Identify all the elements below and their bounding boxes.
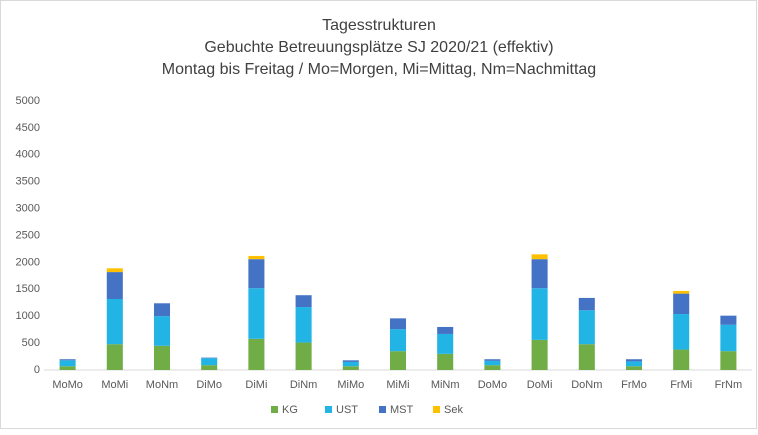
bar-segment <box>625 359 643 362</box>
bar-segment <box>389 329 407 352</box>
legend-label: MST <box>390 404 414 416</box>
bar-segment <box>153 316 171 346</box>
x-tick-label: MiMo <box>337 379 364 391</box>
chart-title: Tagesstrukturen <box>322 17 436 34</box>
y-tick-label: 3000 <box>16 203 40 215</box>
y-tick-label: 2000 <box>16 256 40 268</box>
x-tick-label: DiMi <box>245 379 267 391</box>
x-tick-label: MoMo <box>52 379 83 391</box>
bar-segment <box>437 353 454 370</box>
bar-segment <box>106 344 123 370</box>
bar-segment <box>106 298 123 345</box>
legend-swatch <box>379 406 386 413</box>
legend-label: UST <box>336 404 358 416</box>
bar-segment <box>437 326 454 334</box>
bar-segment <box>531 288 548 340</box>
bar-segment <box>531 339 548 370</box>
y-tick-label: 4500 <box>16 122 40 134</box>
y-tick-label: 500 <box>22 337 40 349</box>
y-tick-label: 1500 <box>16 283 40 295</box>
legend-swatch <box>271 406 278 413</box>
y-tick-label: 0 <box>34 364 40 376</box>
bar-segment <box>342 361 359 367</box>
x-tick-label: DoMo <box>478 379 507 391</box>
bar-segment <box>578 344 595 370</box>
y-tick-label: 4000 <box>16 149 40 161</box>
bar-segment <box>484 365 501 370</box>
x-tick-label: FrMi <box>670 379 692 391</box>
x-tick-label: FrNm <box>715 379 743 391</box>
bar-segment <box>201 365 218 370</box>
bar-segment <box>720 351 737 370</box>
bar-segment <box>625 361 643 367</box>
bar-segment <box>673 290 690 294</box>
bar-segment <box>531 259 548 289</box>
bar-segment <box>295 342 312 370</box>
y-tick-label: 3500 <box>16 176 40 188</box>
x-tick-label: DiMo <box>196 379 222 391</box>
bar-segment <box>389 351 407 370</box>
bar-segment <box>248 338 265 370</box>
x-tick-label: DiNm <box>290 379 318 391</box>
bar-segment <box>248 288 265 339</box>
bar-segment <box>578 310 595 345</box>
legend-label: Sek <box>444 404 463 416</box>
legend-swatch <box>433 406 440 413</box>
x-tick-label: MoNm <box>146 379 178 391</box>
bar-segment <box>484 359 501 361</box>
bar-segment <box>578 297 595 311</box>
bar-segment <box>59 366 76 370</box>
x-tick-label: DoNm <box>571 379 602 391</box>
bar-segment <box>59 359 76 361</box>
y-tick-label: 1000 <box>16 310 40 322</box>
bar-segment <box>437 333 454 354</box>
x-tick-label: MoMi <box>101 379 128 391</box>
bar-segment <box>673 314 690 350</box>
bar-segment <box>342 360 359 362</box>
bar-segment <box>342 366 359 370</box>
bar-segment <box>295 307 312 343</box>
bar-segment <box>720 315 737 325</box>
chart-title: Gebuchte Betreuungsplätze SJ 2020/21 (ef… <box>204 39 553 56</box>
x-tick-label: MiNm <box>431 379 460 391</box>
x-tick-label: MiMi <box>386 379 409 391</box>
bar-segment <box>484 360 501 366</box>
bar-segment <box>201 357 218 359</box>
chart-title: Montag bis Freitag / Mo=Morgen, Mi=Mitta… <box>162 61 596 78</box>
x-tick-label: FrMo <box>621 379 647 391</box>
y-tick-label: 2500 <box>16 229 40 241</box>
bar-segment <box>106 268 123 273</box>
bar-segment <box>673 349 690 370</box>
bar-segment <box>201 358 218 366</box>
bar-segment <box>531 254 548 260</box>
bar-segment <box>248 255 265 260</box>
bar-segment <box>153 345 171 370</box>
y-tick-label: 5000 <box>16 95 40 107</box>
bar-segment <box>720 324 737 352</box>
bar-segment <box>625 366 643 370</box>
legend-label: KG <box>282 404 298 416</box>
x-tick-label: DoMi <box>527 379 553 391</box>
bar-segment <box>248 259 265 289</box>
bar-segment <box>106 272 123 299</box>
bar-segment <box>59 360 76 367</box>
bar-segment <box>295 295 312 308</box>
bar-segment <box>389 318 407 330</box>
bar-segment <box>153 303 171 317</box>
legend-swatch <box>325 406 332 413</box>
bar-segment <box>673 293 690 315</box>
